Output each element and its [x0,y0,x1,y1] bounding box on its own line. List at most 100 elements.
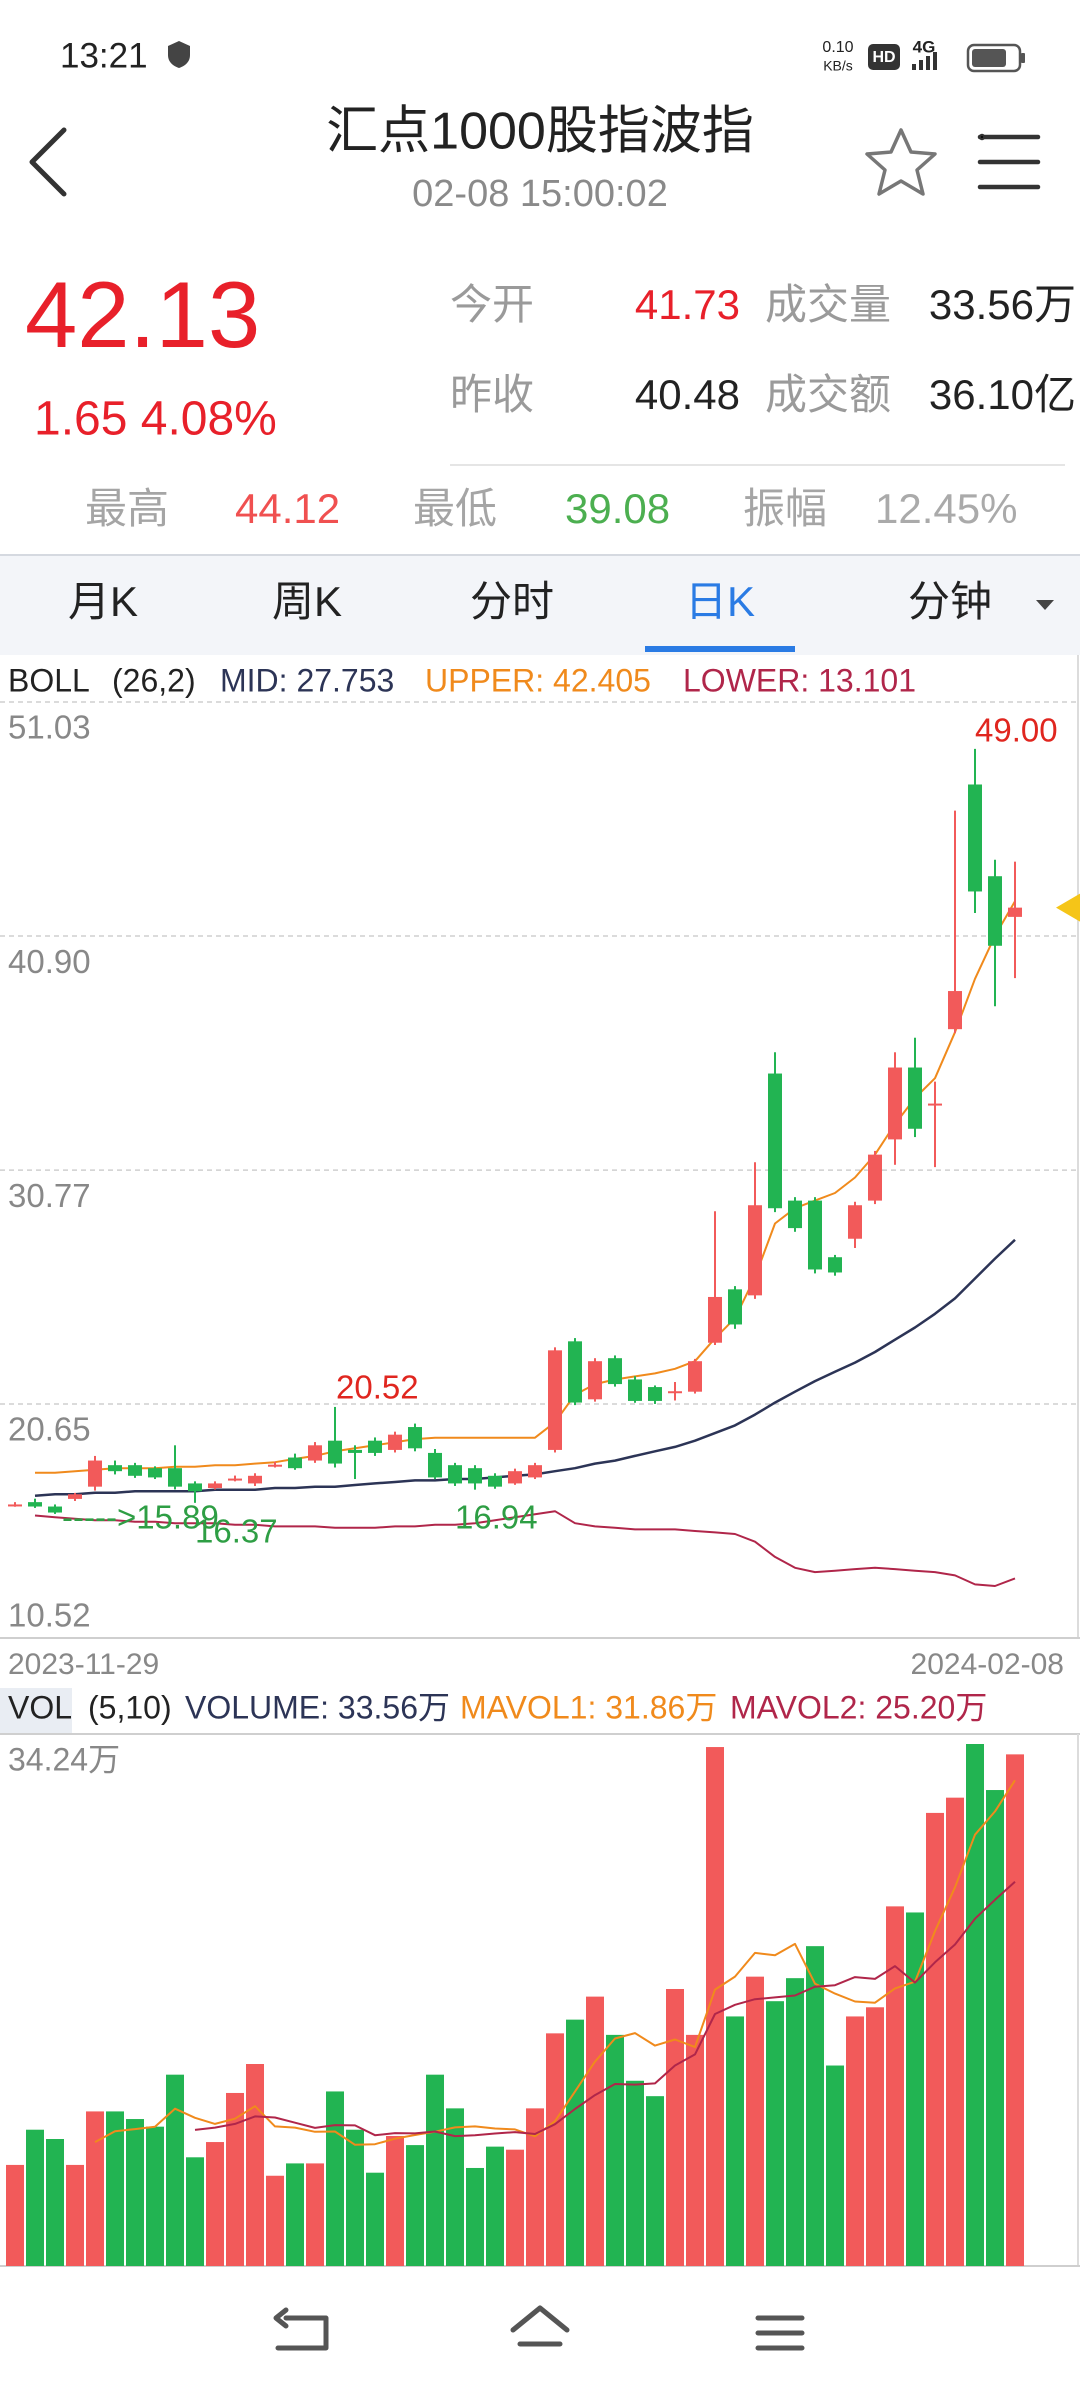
candle-body [368,1440,382,1453]
candle-body [1008,907,1022,917]
range-label: 最高 [85,485,169,532]
volume-bar [106,2111,124,2266]
legend-entry: MAVOL1: 31.86万 [460,1689,717,1725]
volume-bar [186,2157,204,2266]
volume-bar [46,2139,64,2266]
volume-bar [366,2172,384,2266]
range-value: 39.08 [565,485,670,532]
candle-body [268,1464,282,1467]
candle-body [468,1468,482,1484]
candle-body [48,1506,62,1513]
volume-bar [266,2175,284,2266]
tab[interactable]: 分时 [470,578,554,625]
volume-bar [986,1790,1004,2266]
volume-bar [666,1988,684,2266]
candle-body [168,1468,182,1487]
range-label: 最低 [413,485,497,532]
candle-body [828,1257,842,1273]
page-title: 汇点1000股指波指 [326,103,754,161]
candle-body [568,1341,582,1403]
stat-value: 33.56万 [929,281,1076,328]
volume-bar [66,2164,84,2266]
net-speed: 0.10 [822,39,853,56]
candle-body [408,1427,422,1449]
candle-body [668,1391,682,1394]
nav-home[interactable] [510,2305,570,2347]
candle-body [128,1465,142,1476]
back-button[interactable] [29,127,67,197]
x-tick-label: 2023-11-29 [8,1648,159,1681]
x-tick-label: 2024-02-08 [911,1648,1064,1681]
stat-value: 40.48 [635,371,740,418]
tab[interactable]: 分钟 [908,578,992,625]
candle-body [628,1379,642,1401]
candle-body [528,1465,542,1478]
volume-bar [686,2034,704,2266]
candle-body [28,1502,42,1507]
legend-entry: LOWER: 13.101 [683,662,916,698]
candle-body [648,1387,662,1401]
stat-value: 41.73 [635,281,740,328]
range-value: 44.12 [235,485,340,532]
battery-level [972,49,1006,67]
volume-bar [646,2096,664,2266]
volume-bar [26,2129,44,2266]
candle-body [88,1460,102,1487]
stat-value: 36.10亿 [929,371,1076,418]
signal-icon [912,52,937,70]
volume-bar [826,2065,844,2266]
stat-label: 成交量 [765,281,891,328]
favorite-button[interactable] [865,128,937,196]
volume-bar [6,2164,24,2266]
volume-bar [806,1946,824,2266]
tab[interactable]: 日K [685,578,755,625]
volume-bar [786,1978,804,2266]
volume-bar [846,2016,864,2266]
volume-bar [166,2074,184,2266]
tab[interactable]: 周K [272,578,342,625]
candle-body [548,1350,562,1450]
battery-tip [1021,53,1025,63]
tab[interactable]: 月K [68,578,138,625]
indicator-name: BOLL [8,662,90,698]
volume-bar [386,2135,404,2266]
volume-bar [506,2149,524,2266]
volume-bar [946,1797,964,2266]
volume-bar [726,2016,744,2266]
last-price-marker [1056,893,1080,922]
candle-body [848,1205,862,1239]
candle-body [508,1471,522,1484]
range-label: 振幅 [743,485,827,532]
dropdown-arrow[interactable] [1036,600,1054,610]
volume-bar [1006,1754,1024,2266]
candle-body [248,1475,262,1484]
indicator-line [35,900,1016,1474]
candle-body [748,1205,762,1296]
stat-label: 今开 [450,281,534,328]
tabs: 月K 周K 分时 日K 分钟 [68,578,992,652]
tab-bar [0,555,1080,655]
menu-button[interactable] [977,133,1041,190]
candle-body [728,1289,742,1325]
net-unit: KB/s [823,58,853,74]
volume-bar [286,2163,304,2266]
volume-bar [126,2119,144,2266]
nav-back[interactable] [273,2307,329,2351]
legend-entry: UPPER: 42.405 [425,662,651,698]
candle-body [908,1067,922,1129]
candle-body [768,1073,782,1209]
nav-menu[interactable] [755,2315,805,2351]
candle-body [228,1478,242,1481]
volume-bar [926,1812,944,2266]
volume-bar [906,1912,924,2266]
vol-label-bg [0,1688,72,1734]
stat-label: 成交额 [765,371,891,418]
volume-bar [566,2019,584,2266]
candle-body [8,1504,22,1507]
volume-bar [446,2108,464,2266]
indicator-line [194,1881,1016,2138]
indicator-line [34,1238,1016,1497]
hd-label: HD [872,49,895,66]
annotation: 20.52 [336,1369,419,1406]
